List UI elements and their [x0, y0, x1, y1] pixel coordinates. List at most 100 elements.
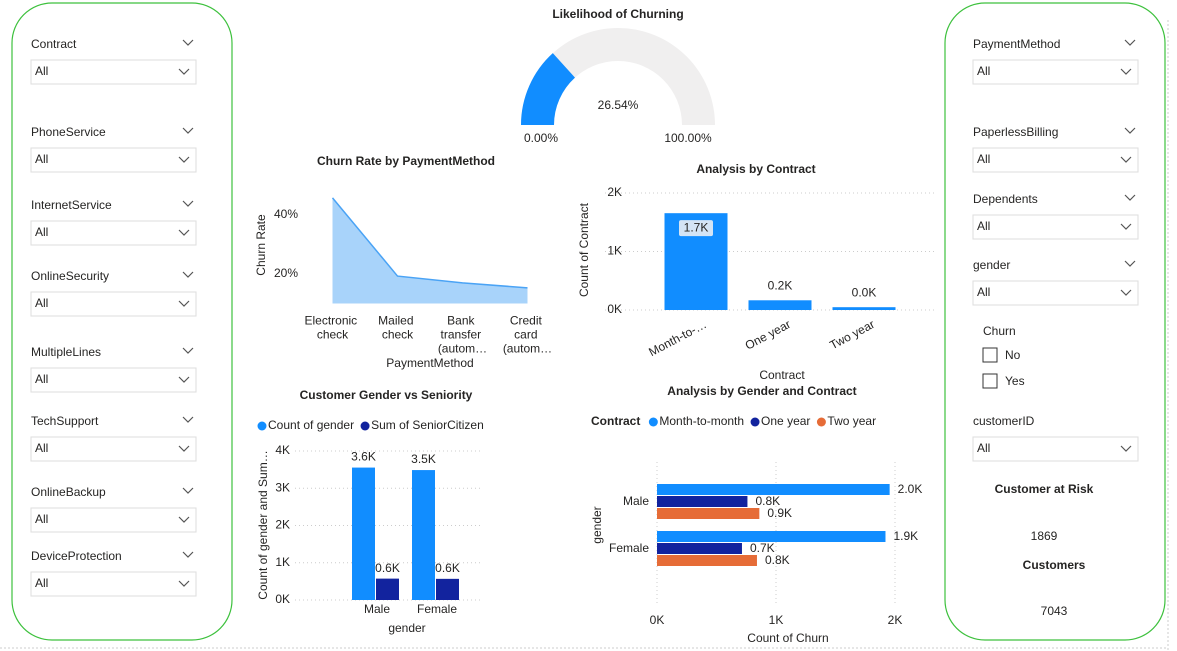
y-axis-label: gender: [590, 506, 604, 543]
bar: [657, 508, 760, 519]
chart-title: Customer Gender vs Seniority: [300, 388, 473, 402]
chevron: [1124, 260, 1136, 267]
x-tick-label: 2K: [888, 613, 903, 627]
chevron: [1120, 445, 1132, 452]
chevron: [182, 271, 194, 278]
chevron: [178, 376, 190, 383]
x-tick-label: Electronic check: [304, 314, 360, 342]
legend-marker: [816, 417, 826, 427]
dropdown[interactable]: [30, 436, 197, 462]
chevron: [182, 127, 194, 134]
slicer-label: PaymentMethod: [973, 37, 1060, 51]
dropdown-value: All: [35, 225, 48, 239]
value-label: 0.9K: [767, 506, 792, 520]
bar: [657, 531, 886, 542]
dropdown[interactable]: [972, 436, 1139, 462]
dropdown[interactable]: [972, 59, 1139, 85]
slicer-label: OnlineSecurity: [31, 269, 109, 283]
dropdown-value: All: [35, 512, 48, 526]
bar: [352, 467, 375, 600]
dropdown[interactable]: [972, 147, 1139, 173]
y-tick-label: Male: [623, 494, 649, 508]
dropdown-value: All: [35, 576, 48, 590]
value-label: 3.6K: [351, 450, 376, 464]
y-tick-label: 40%: [274, 207, 298, 221]
value-label: 0.6K: [435, 561, 460, 575]
y-tick-label: 4K: [275, 443, 290, 457]
chevron: [178, 516, 190, 523]
y-axis-label: Churn Rate: [254, 214, 268, 276]
dropdown[interactable]: [972, 214, 1139, 240]
y-tick-label: 20%: [274, 266, 298, 280]
y-axis-label: Count of gender and Sum…: [256, 450, 270, 599]
filter-label: Churn: [983, 324, 1016, 338]
dropdown[interactable]: [972, 280, 1139, 306]
checkbox[interactable]: [982, 347, 998, 363]
dropdown[interactable]: [30, 147, 197, 173]
gauge-value: [521, 53, 575, 125]
chevron: [182, 416, 194, 423]
chevron: [178, 580, 190, 587]
x-tick-label: Male: [364, 602, 390, 616]
chevron: [178, 300, 190, 307]
chevron: [1124, 127, 1136, 134]
slicer-label: InternetService: [31, 198, 112, 212]
x-axis-label: Count of Churn: [747, 631, 828, 645]
kpi-total: 7043: [1041, 604, 1068, 618]
checkbox[interactable]: [982, 373, 998, 389]
value-label: 0.0K: [852, 285, 877, 299]
value-label: 0.8K: [755, 494, 780, 508]
chevron: [1124, 194, 1136, 201]
legend-label: Count of gender: [268, 418, 354, 432]
chevron: [182, 347, 194, 354]
chevron: [178, 445, 190, 452]
x-tick-label: 1K: [769, 613, 784, 627]
y-tick-label: 1K: [607, 244, 622, 258]
value-label: 0.7K: [750, 541, 775, 555]
legend-marker: [750, 417, 760, 427]
dropdown[interactable]: [30, 220, 197, 246]
x-tick-label: Bank transfer (autom…: [438, 314, 487, 356]
x-tick-label: 0K: [650, 613, 665, 627]
slicer-label: Contract: [31, 37, 77, 51]
area: [332, 197, 528, 304]
gauge-max-label: 100.00%: [664, 131, 712, 145]
value-label: 2.0K: [898, 482, 923, 496]
legend-label: Two year: [827, 414, 876, 428]
y-tick-label: 2K: [607, 185, 622, 199]
dropdown-value: All: [977, 64, 990, 78]
dropdown[interactable]: [30, 291, 197, 317]
chevron: [1124, 39, 1136, 46]
gauge-min-label: 0.00%: [524, 131, 558, 145]
dropdown[interactable]: [30, 59, 197, 85]
dropdown[interactable]: [30, 507, 197, 533]
slicer-label: TechSupport: [31, 414, 99, 428]
chevron: [1120, 68, 1132, 75]
dropdown-value: All: [35, 152, 48, 166]
chevron: [182, 200, 194, 207]
left-panel: [11, 2, 233, 641]
slicer-label: PaperlessBilling: [973, 125, 1058, 139]
legend-label: Month-to-month: [659, 414, 744, 428]
bar: [657, 555, 757, 566]
slicer-label: MultipleLines: [31, 345, 101, 359]
slicer-label: Dependents: [973, 192, 1038, 206]
kpi-unit: Customers: [1023, 558, 1086, 572]
chart-title: Analysis by Contract: [696, 162, 815, 176]
value-label: 0.8K: [765, 553, 790, 567]
slicer-label: gender: [973, 258, 1010, 272]
dropdown-value: All: [977, 152, 990, 166]
gauge-track: [521, 28, 715, 125]
x-axis-label: PaymentMethod: [386, 356, 473, 370]
slicer-label: customerID: [973, 414, 1035, 428]
bar: [436, 578, 459, 600]
value-label: 1.7K: [684, 220, 709, 234]
dropdown[interactable]: [30, 571, 197, 597]
x-tick-label: Mailed check: [378, 314, 417, 342]
y-axis-label: Count of Contract: [577, 202, 591, 297]
chart-title: Churn Rate by PaymentMethod: [317, 154, 495, 168]
dropdown[interactable]: [30, 367, 197, 393]
dropdown-value: All: [977, 441, 990, 455]
bar: [748, 300, 812, 310]
right-panel: [944, 2, 1166, 641]
